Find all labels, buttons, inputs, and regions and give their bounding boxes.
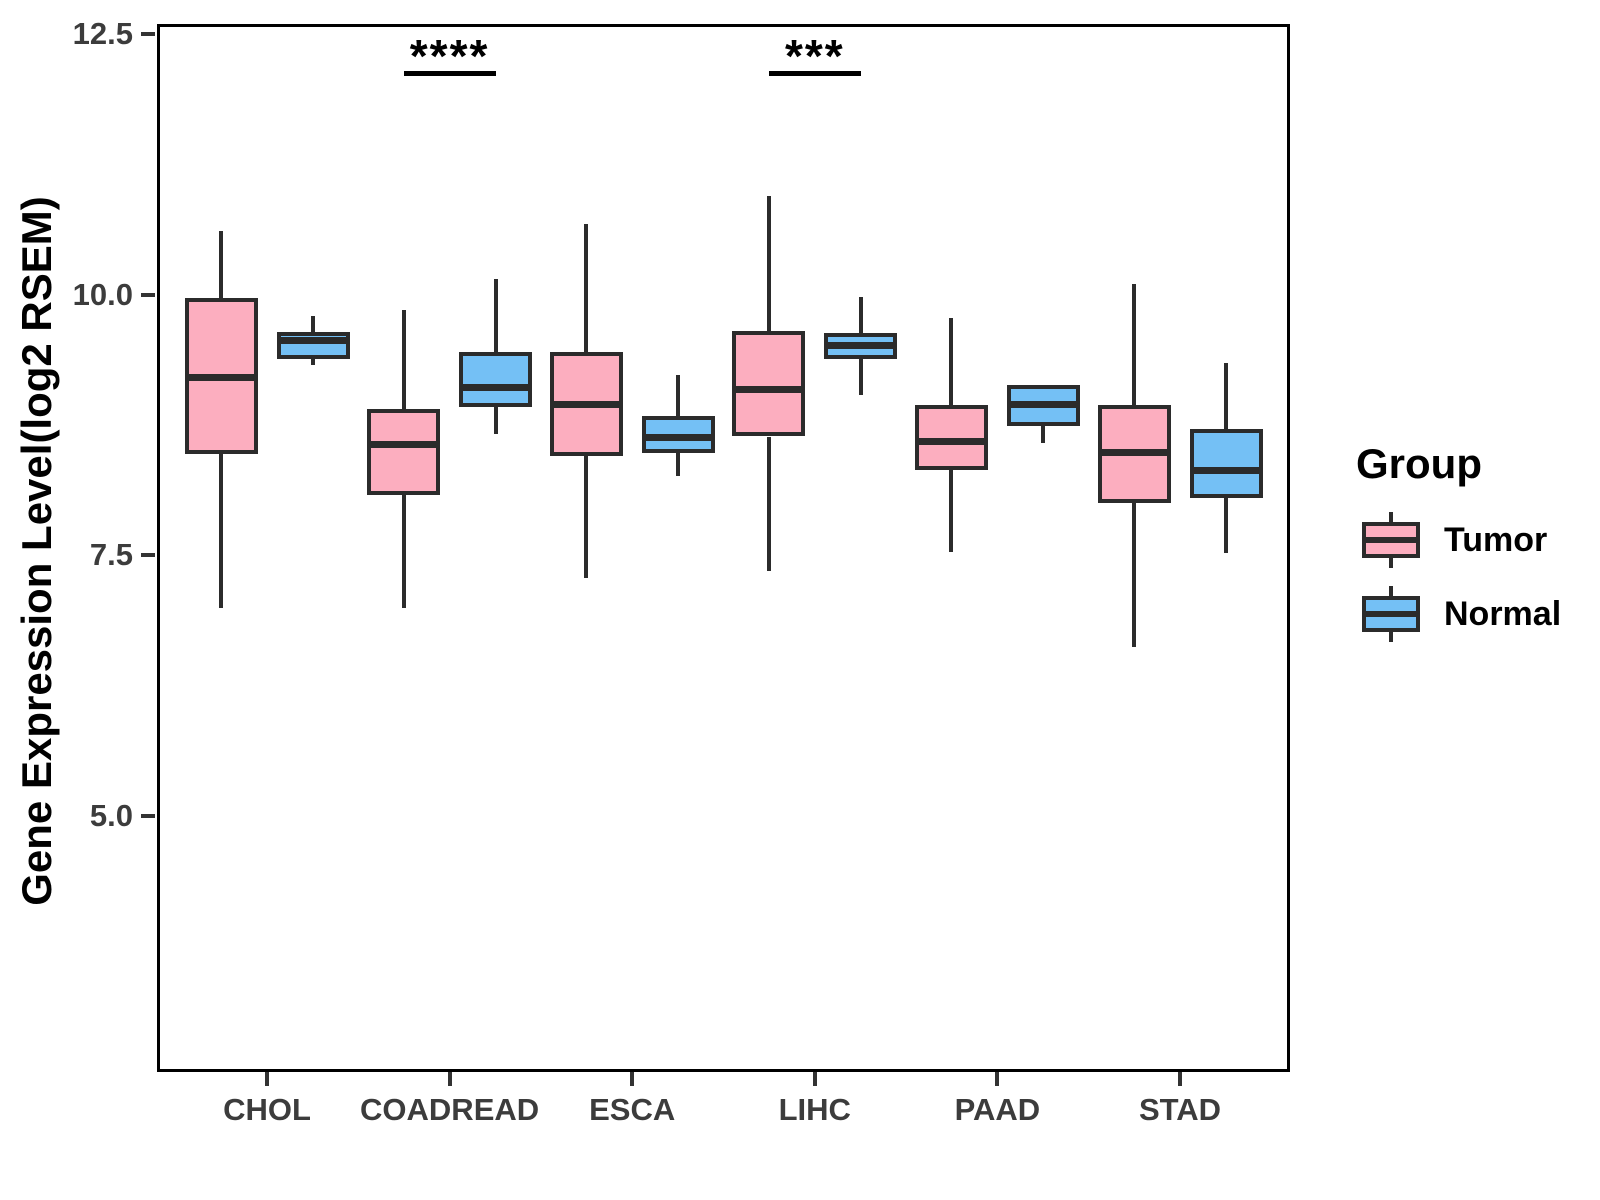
upper-whisker (1224, 362, 1228, 430)
x-tick-label: LIHC (778, 1092, 851, 1127)
boxplot-box-normal-stad (1189, 429, 1263, 498)
median-line (736, 386, 802, 394)
upper-whisker (584, 223, 589, 353)
lower-whisker (949, 469, 954, 553)
boxplot-key-icon (1362, 586, 1420, 642)
median-line (553, 400, 619, 408)
upper-whisker (676, 375, 681, 416)
boxplot-box-tumor-coadread (367, 409, 441, 495)
lower-whisker (219, 454, 223, 609)
median-line (1193, 467, 1259, 475)
y-axis-tick (141, 32, 155, 37)
legend-label-normal: Normal (1444, 595, 1562, 633)
y-axis-tick (141, 813, 155, 818)
upper-whisker (766, 195, 771, 332)
legend-entry-normal: Normal (1362, 586, 1590, 642)
x-tick-label: CHOL (223, 1092, 311, 1127)
x-tick-label: ESCA (589, 1092, 676, 1127)
lower-whisker (584, 456, 589, 579)
y-axis-tick (141, 553, 155, 558)
upper-whisker (1132, 284, 1136, 406)
median-line (188, 373, 254, 381)
upper-whisker (493, 279, 498, 353)
legend: Group Tumor Normal (1330, 440, 1590, 660)
boxplot-key-icon (1362, 512, 1420, 568)
x-axis-tick (812, 1072, 817, 1086)
lower-whisker (1224, 497, 1228, 554)
median-line (280, 337, 346, 345)
x-axis-tick (447, 1072, 452, 1086)
x-tick-label: PAAD (954, 1092, 1041, 1127)
median-line (1010, 400, 1076, 408)
key-median-line (1366, 611, 1416, 617)
y-axis-tick (141, 292, 155, 297)
upper-whisker (949, 317, 954, 406)
boxplot-box-tumor-lihc (732, 331, 806, 437)
y-tick-label: 5.0 (89, 797, 133, 833)
lower-whisker (1041, 426, 1046, 443)
x-axis-tick (995, 1072, 1000, 1086)
key-median-line (1366, 537, 1416, 543)
lower-whisker (493, 407, 498, 435)
boxplot-box-normal-coadread (459, 352, 533, 408)
median-line (828, 342, 894, 350)
x-axis-tick (630, 1072, 635, 1086)
median-line (918, 438, 984, 446)
upper-whisker (401, 310, 406, 410)
boxplot-box-tumor-paad (914, 405, 988, 470)
median-line (645, 434, 711, 442)
legend-entry-tumor: Tumor (1362, 512, 1590, 568)
x-tick-label: COADREAD (360, 1092, 540, 1127)
boxplot-box-normal-chol (276, 332, 350, 360)
x-axis-tick (1178, 1072, 1182, 1086)
lower-whisker (401, 494, 406, 609)
median-line (371, 441, 437, 449)
lower-whisker (858, 359, 863, 395)
plot-panel: 12.5 10.0 7.5 5.0 CHOL COADREAD ESCA LIHC PAAD ST… (73, 18, 1290, 1127)
x-axis-tick (265, 1072, 269, 1086)
legend-title: Group (1356, 440, 1482, 487)
y-tick-label: 7.5 (89, 537, 133, 573)
upper-whisker (219, 231, 223, 298)
lower-whisker (311, 359, 315, 365)
y-tick-label: 12.5 (72, 16, 133, 52)
significance-bar (768, 71, 861, 76)
upper-whisker (858, 296, 863, 334)
y-tick-label: 10.0 (72, 276, 133, 312)
significance-bar (403, 71, 496, 76)
lower-whisker (1132, 503, 1136, 647)
lower-whisker (676, 453, 681, 477)
median-line (1101, 448, 1167, 456)
x-tick-label: STAD (1138, 1092, 1222, 1127)
lower-whisker (766, 436, 771, 571)
legend-label-tumor: Tumor (1444, 521, 1548, 559)
median-line (463, 384, 529, 392)
upper-whisker (311, 315, 315, 333)
